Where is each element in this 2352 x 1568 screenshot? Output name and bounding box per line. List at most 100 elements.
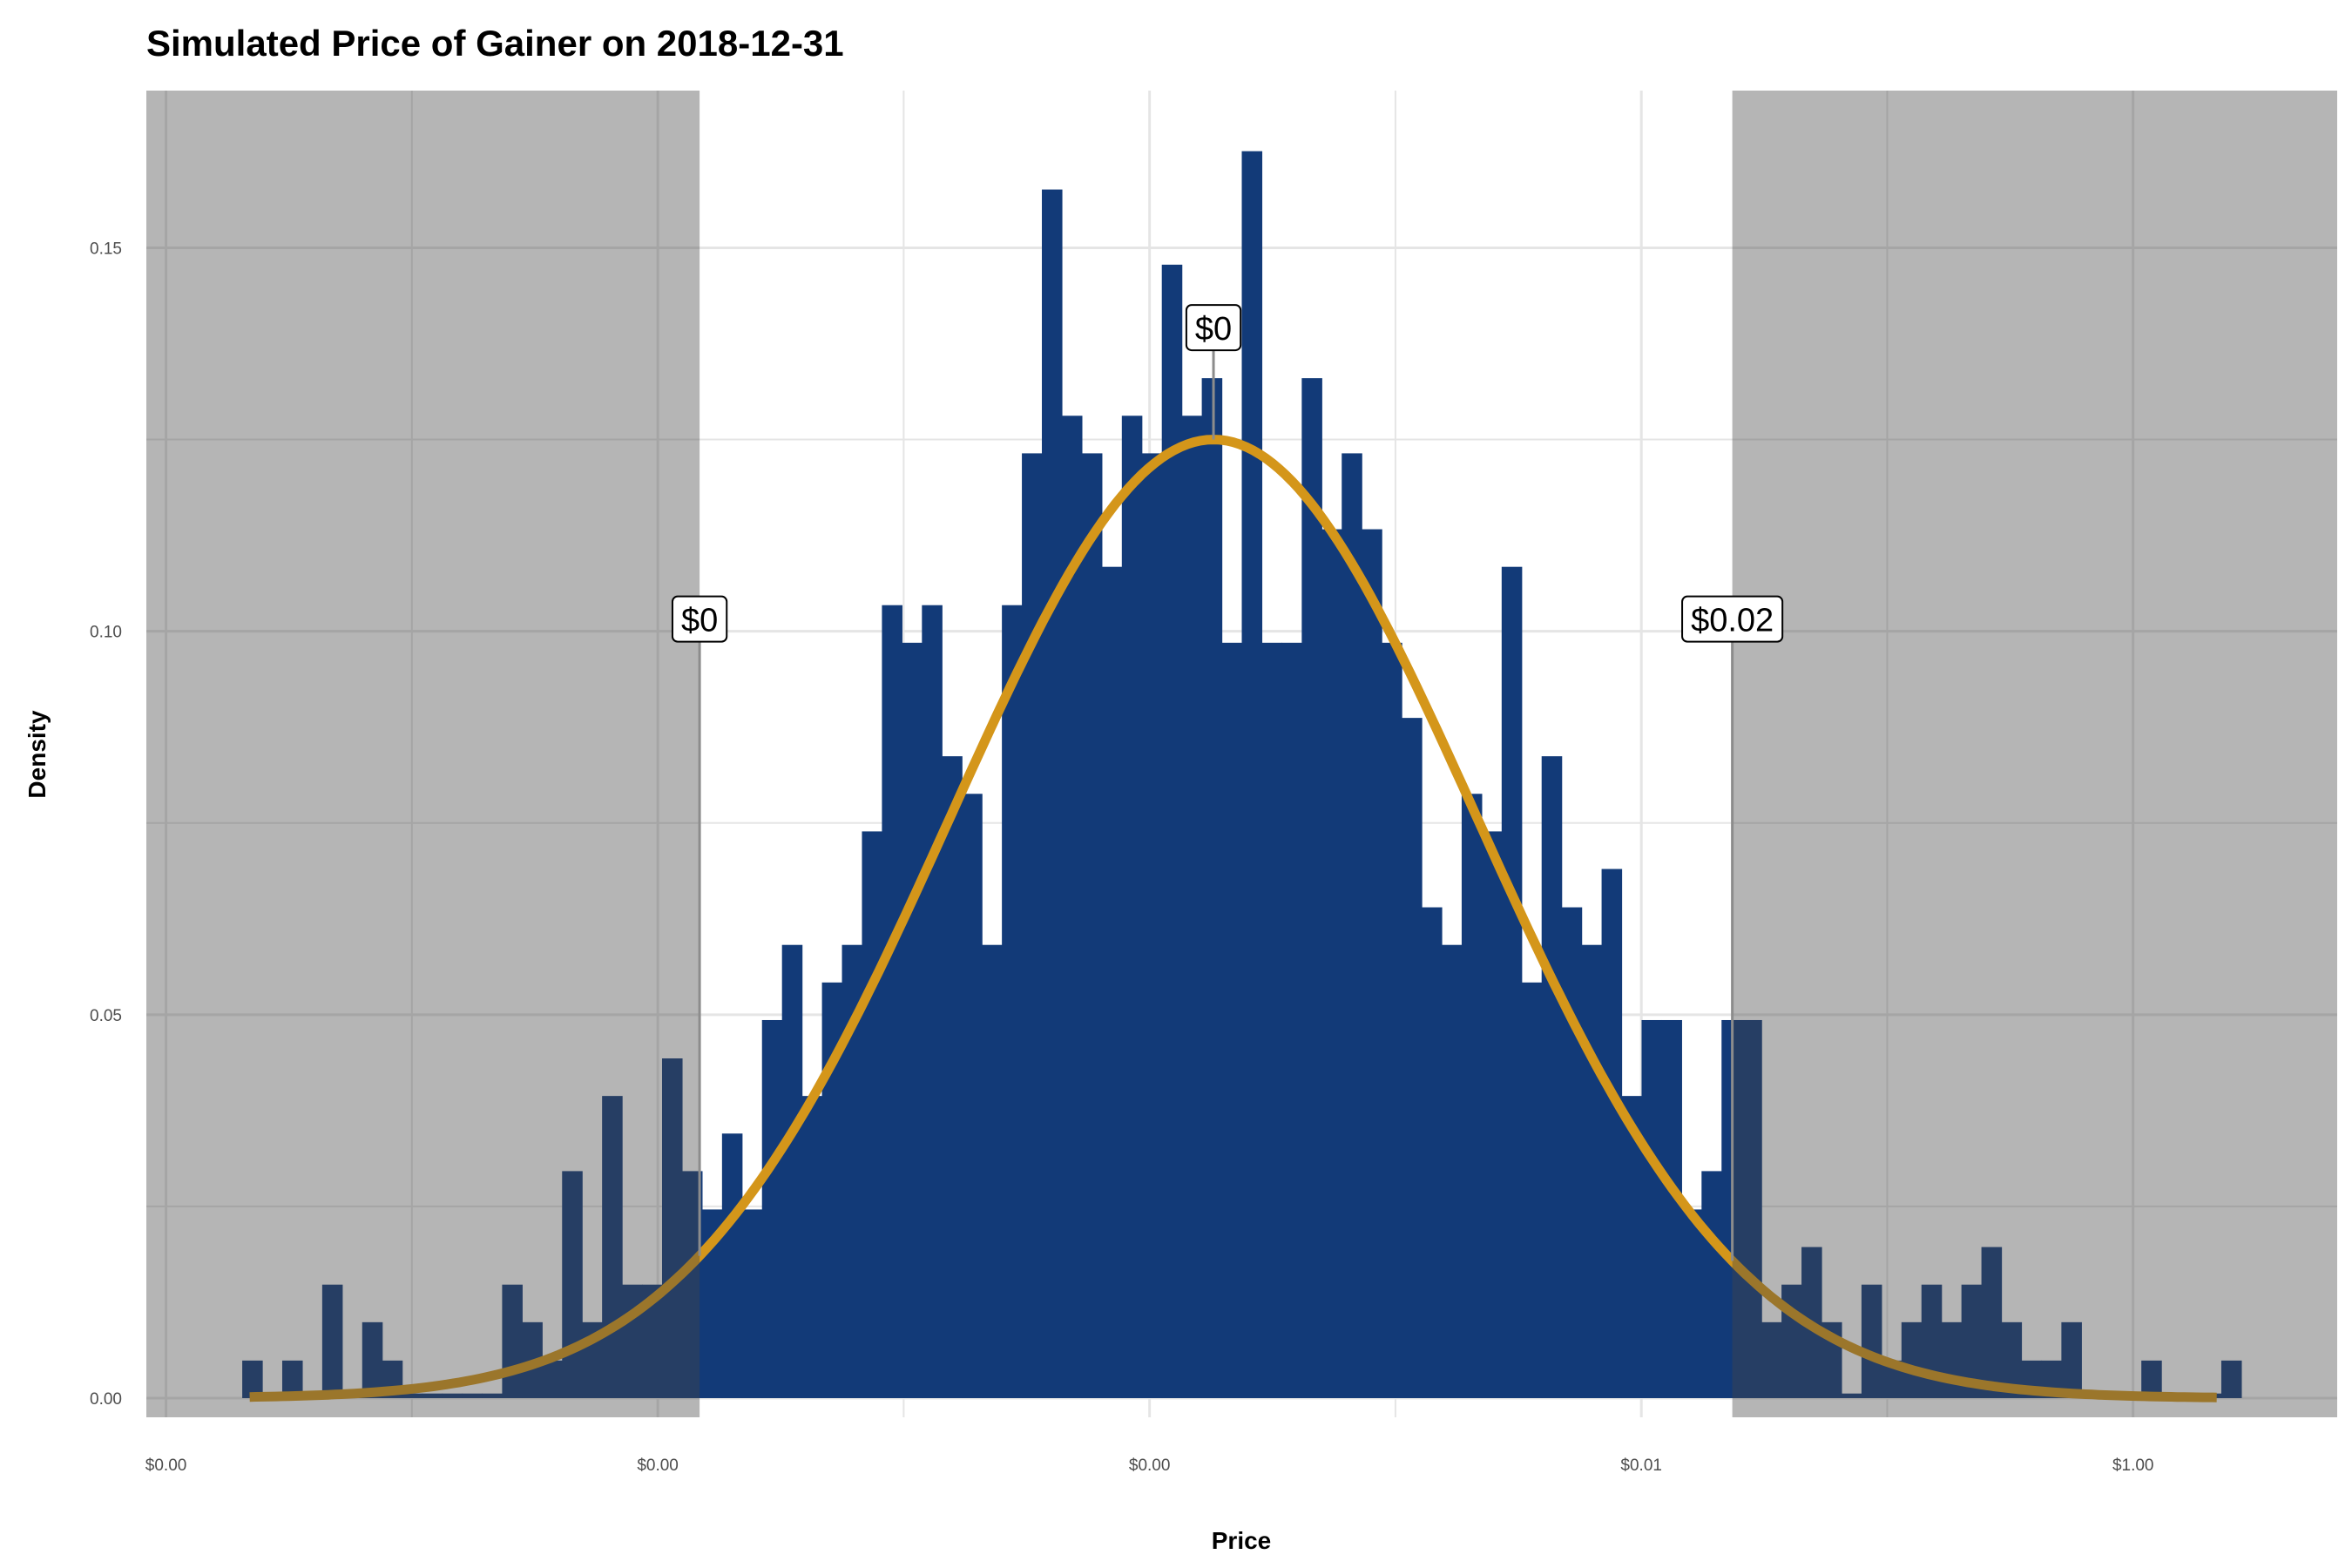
histogram-bar	[1741, 1019, 1762, 1398]
annotation-text: $0	[1195, 311, 1232, 348]
histogram-bar	[1301, 378, 1322, 1398]
histogram-bar	[442, 1393, 463, 1398]
histogram-bar	[1161, 264, 1183, 1398]
histogram-bar	[242, 1360, 263, 1398]
histogram-bar	[661, 1058, 683, 1398]
upper-tail-shade	[1732, 91, 2337, 1417]
histogram-bar	[721, 1133, 743, 1398]
y-axis-title: Density	[24, 710, 51, 799]
x-tick-label: $0.01	[1620, 1456, 1662, 1475]
histogram-bar	[1461, 794, 1483, 1398]
histogram-bar	[1101, 566, 1123, 1398]
histogram-bar	[1022, 453, 1043, 1398]
histogram-bar	[1441, 944, 1463, 1398]
histogram-bar	[962, 794, 983, 1398]
histogram-bar	[462, 1393, 483, 1398]
histogram-bar	[1681, 1209, 1702, 1398]
histogram-bar	[982, 944, 1003, 1398]
normal-fit-curve	[249, 435, 2217, 1402]
histogram-bar	[1402, 718, 1423, 1398]
median-label: $0	[1185, 304, 1242, 352]
histogram-bar	[402, 1393, 423, 1398]
histogram-bar	[1121, 416, 1143, 1398]
annotation-box	[1681, 595, 1784, 643]
histogram-bar	[841, 944, 863, 1398]
histogram-bar	[681, 1171, 703, 1398]
histogram-bar	[1241, 151, 1263, 1398]
histogram-bar	[882, 605, 902, 1398]
y-axis-ticks: 0.00 0.05 0.10 0.15	[90, 240, 122, 1409]
histogram-bar	[281, 1360, 303, 1398]
upper-bound-label: $0.02	[1681, 595, 1784, 643]
histogram-bar	[1201, 378, 1223, 1398]
histogram-bar	[362, 1321, 383, 1398]
shaded-tail-regions	[146, 91, 2337, 1417]
x-tick-label: $0.00	[145, 1456, 187, 1475]
histogram-bar	[1661, 1019, 1682, 1398]
histogram-bar	[821, 982, 843, 1398]
y-tick-label: 0.10	[90, 624, 122, 642]
y-tick-label: 0.05	[90, 1007, 122, 1025]
histogram-bar	[1002, 605, 1023, 1398]
x-axis-title: Price	[1212, 1527, 1272, 1554]
histogram-bar	[1281, 642, 1302, 1398]
x-axis-ticks: $0.00 $0.00 $0.00 $0.01 $1.00	[145, 1456, 2154, 1475]
histogram-bar	[1042, 189, 1063, 1398]
histogram-bar	[1601, 868, 1623, 1398]
annotation-box	[1185, 304, 1242, 352]
histogram-bar	[422, 1393, 443, 1398]
histogram-bar	[482, 1393, 504, 1398]
histogram-bar	[542, 1360, 563, 1398]
histogram-bar	[1362, 529, 1382, 1398]
histogram-bar	[642, 1284, 663, 1398]
histogram-bar	[321, 1284, 343, 1398]
histogram-bar	[1081, 453, 1103, 1398]
histogram-bar	[761, 1019, 783, 1398]
histogram-bar	[1181, 416, 1203, 1398]
histogram-bar	[1861, 1284, 1882, 1398]
histogram-bar	[741, 1209, 763, 1398]
histogram-bar	[1961, 1284, 1983, 1398]
histogram-bar	[1561, 907, 1583, 1398]
histogram-bar	[1141, 453, 1163, 1398]
chart-title: Simulated Price of Gainer on 2018-12-31	[146, 23, 844, 64]
histogram-bar	[1422, 907, 1443, 1398]
histogram-bar	[1901, 1321, 1923, 1398]
histogram-bar	[2001, 1321, 2023, 1398]
y-tick-label: 0.00	[90, 1390, 122, 1409]
histogram-bar	[1382, 642, 1402, 1398]
histogram-bar	[1521, 982, 1543, 1398]
histogram-bar	[1342, 453, 1362, 1398]
histogram-bar	[1641, 1019, 1663, 1398]
annotations: $0 $0 $0.02	[671, 304, 1784, 1261]
histogram-bar	[1501, 566, 1523, 1398]
histogram-bar	[862, 831, 883, 1398]
histogram-bar	[2220, 1360, 2242, 1398]
x-tick-label: $0.00	[1129, 1456, 1171, 1475]
histogram-bar	[2141, 1360, 2162, 1398]
lower-bound-label: $0	[671, 595, 728, 643]
x-tick-label: $0.00	[637, 1456, 679, 1475]
histogram-bar	[1981, 1247, 2003, 1398]
annotation-text: $0	[681, 603, 718, 639]
histogram-bar	[1581, 944, 1603, 1398]
histogram-bar	[1841, 1393, 1862, 1398]
histogram-bar	[801, 1096, 823, 1398]
histogram-bar	[701, 1209, 723, 1398]
histogram-bar	[1261, 642, 1282, 1398]
x-tick-label: $1.00	[2112, 1456, 2154, 1475]
histogram-bar	[1061, 416, 1083, 1398]
histogram-bar	[902, 642, 923, 1398]
histogram-bar	[1761, 1321, 1782, 1398]
lower-tail-shade	[146, 91, 700, 1417]
histogram-bar	[1221, 642, 1243, 1398]
histogram-bar	[1621, 1096, 1643, 1398]
histogram-bar	[1701, 1171, 1722, 1398]
histogram-bar	[942, 756, 963, 1398]
histogram-bar	[2061, 1321, 2082, 1398]
histogram-bar	[1541, 756, 1563, 1398]
histogram-bar	[1481, 831, 1503, 1398]
y-tick-label: 0.15	[90, 240, 122, 258]
histogram-bar	[922, 605, 943, 1398]
